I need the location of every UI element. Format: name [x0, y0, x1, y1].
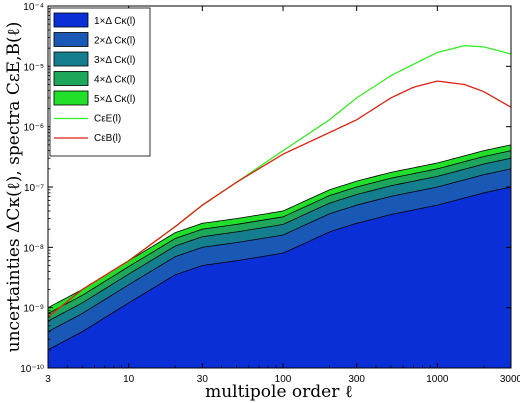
x-tick-label: 3000	[500, 374, 520, 385]
legend-label: 2×Δ Cκ(l)	[94, 36, 135, 47]
y-tick-label: 10⁻⁷	[24, 183, 44, 194]
legend-swatch	[53, 51, 89, 67]
legend-label: 5×Δ Cκ(l)	[94, 94, 135, 105]
legend-swatch	[53, 12, 89, 28]
axis-ticks: 3 10 30 100 300 1000 3000 10⁻¹⁰ 10⁻⁹ 10⁻⁸ 10⁻⁷ 10⁻⁶…	[20, 2, 520, 385]
x-tick-label: 30	[197, 374, 209, 385]
legend-label: 1×Δ Cκ(l)	[94, 16, 135, 27]
y-tick-label: 10⁻⁹	[23, 304, 44, 315]
y-tick-label: 10⁻¹⁰	[20, 364, 44, 375]
x-tick-label: 300	[348, 374, 365, 385]
uncertainty-bands	[48, 144, 511, 368]
x-tick-label: 1000	[426, 374, 449, 385]
y-axis-title: uncertainties ΔCκ(ℓ), spectra CεE,B(ℓ)	[4, 22, 24, 353]
spectrum-line-B	[48, 80, 511, 318]
x-axis-title: multipole order ℓ	[205, 382, 353, 402]
y-tick-label: 10⁻⁸	[23, 243, 44, 254]
legend-swatch	[53, 71, 89, 86]
legend-swatch	[53, 90, 89, 106]
legend-label: CεB(l)	[94, 133, 121, 144]
y-tick-label: 10⁻⁵	[23, 62, 44, 73]
x-tick-label: 3	[45, 374, 51, 385]
spectrum-lines	[48, 45, 511, 318]
legend-swatch	[53, 32, 89, 47]
x-tick-label: 10	[123, 374, 135, 385]
legend-label: 3×Δ Cκ(l)	[94, 55, 135, 66]
y-tick-label: 10⁻⁶	[23, 123, 44, 134]
x-tick-label: 100	[275, 374, 292, 385]
legend: 1×Δ Cκ(l) 2×Δ Cκ(l) 3×Δ Cκ(l) 4×Δ Cκ(l) 5×Δ …	[49, 7, 151, 157]
legend-label: CεE(l)	[94, 114, 121, 125]
y-tick-label: 10⁻⁴	[23, 2, 44, 13]
band-1x	[48, 186, 511, 368]
legend-label: 4×Δ Cκ(l)	[94, 75, 135, 86]
